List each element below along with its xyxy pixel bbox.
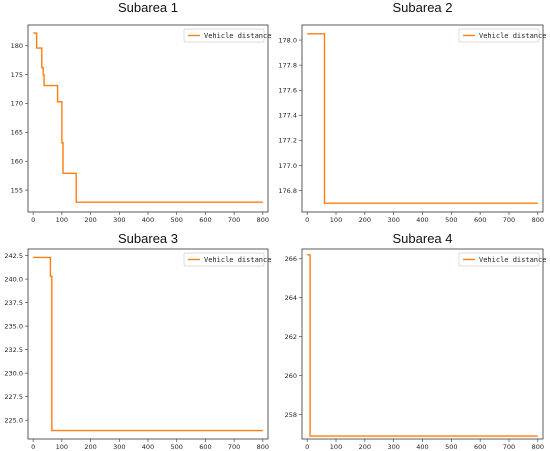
x-tick-label: 600 xyxy=(474,443,486,451)
tick-marks xyxy=(299,39,539,215)
y-tick-label: 264 xyxy=(285,294,297,302)
x-tick-label: 700 xyxy=(228,443,240,451)
legend: Vehicle distance xyxy=(183,28,271,43)
chart-title: Subarea 4 xyxy=(393,231,453,246)
x-tick-label: 800 xyxy=(532,216,544,224)
chart-title: Subarea 2 xyxy=(393,0,453,15)
chart-title: Subarea 3 xyxy=(118,231,178,246)
x-tick-label: 0 xyxy=(305,443,309,451)
series-line xyxy=(307,33,538,204)
y-tick-label: 235.0 xyxy=(4,322,23,330)
y-tick-label: 178.0 xyxy=(278,36,297,44)
y-tick-label: 177.0 xyxy=(278,162,297,170)
y-tick-label: 180 xyxy=(11,42,23,50)
series-line xyxy=(33,256,263,432)
x-tick-label: 700 xyxy=(503,443,515,451)
plot-frame xyxy=(27,24,269,213)
y-tick-label: 177.4 xyxy=(278,112,297,120)
series-line xyxy=(307,254,538,437)
y-tick-label: 260 xyxy=(285,372,297,380)
y-tick-label: 160 xyxy=(11,157,23,165)
legend-frame xyxy=(458,252,540,267)
x-tick-label: 800 xyxy=(257,443,269,451)
x-tick-label: 700 xyxy=(228,216,240,224)
plot-frame xyxy=(301,24,544,213)
tick-marks xyxy=(299,258,539,442)
y-tick-label: 225.0 xyxy=(4,416,23,424)
chart-title: Subarea 1 xyxy=(118,0,178,15)
chart-panel-1: Subarea 1 0 100 200 300 400 500 600 700 800 155 160… xyxy=(11,0,272,224)
chart-panel-4: Subarea 4 0 100 200 300 400 500 600 700 800 258 260… xyxy=(285,231,547,451)
chart-panel-2: Subarea 2 0 100 200 300 400 500 600 700 800 176.8 1… xyxy=(278,0,546,224)
x-tick-label: 100 xyxy=(56,443,68,451)
x-tick-label: 400 xyxy=(416,443,428,451)
x-tick-label: 400 xyxy=(416,216,428,224)
x-tick-label: 300 xyxy=(113,216,125,224)
y-tick-label: 177.2 xyxy=(278,137,297,145)
legend-label: Vehicle distance xyxy=(204,32,271,40)
legend: Vehicle distance xyxy=(183,252,271,267)
y-tick-label: 242.5 xyxy=(4,252,23,260)
x-tick-label: 0 xyxy=(305,216,309,224)
legend-frame xyxy=(183,252,265,267)
x-tick-label: 200 xyxy=(359,216,371,224)
x-tick-label: 100 xyxy=(330,216,342,224)
x-tick-label: 300 xyxy=(387,443,399,451)
x-tick-label: 0 xyxy=(31,216,35,224)
legend-frame xyxy=(183,28,265,43)
x-tick-label: 300 xyxy=(113,443,125,451)
y-tick-label: 170 xyxy=(11,100,23,108)
x-tick-label: 800 xyxy=(532,443,544,451)
legend-frame xyxy=(458,28,540,43)
tick-marks xyxy=(25,255,264,442)
x-tick-label: 600 xyxy=(199,216,211,224)
y-tick-label: 175 xyxy=(11,71,23,79)
tick-marks xyxy=(25,45,264,215)
y-tick-label: 258 xyxy=(285,411,297,419)
y-tick-label: 177.8 xyxy=(278,61,297,69)
y-tick-label: 237.5 xyxy=(4,299,23,307)
y-tick-label: 266 xyxy=(285,255,297,263)
x-tick-label: 800 xyxy=(257,216,269,224)
y-tick-label: 240.0 xyxy=(4,275,23,283)
y-tick-label: 177.6 xyxy=(278,86,297,94)
x-tick-label: 600 xyxy=(474,216,486,224)
x-tick-label: 700 xyxy=(503,216,515,224)
legend-label: Vehicle distance xyxy=(479,32,546,40)
plot-frame xyxy=(27,248,269,440)
series-line xyxy=(33,32,263,203)
legend-label: Vehicle distance xyxy=(479,256,546,264)
x-tick-label: 400 xyxy=(142,443,154,451)
x-tick-label: 200 xyxy=(359,443,371,451)
x-tick-label: 200 xyxy=(84,443,96,451)
y-tick-label: 230.0 xyxy=(4,369,23,377)
x-tick-label: 500 xyxy=(170,443,182,451)
y-tick-label: 176.8 xyxy=(278,187,297,195)
y-tick-label: 232.5 xyxy=(4,346,23,354)
y-tick-label: 227.5 xyxy=(4,393,23,401)
x-tick-label: 600 xyxy=(199,443,211,451)
plot-frame xyxy=(301,248,544,440)
chart-panel-3: Subarea 3 0 100 200 300 400 500 600 700 800 225.0 2… xyxy=(4,231,271,451)
legend: Vehicle distance xyxy=(458,28,546,43)
x-tick-label: 500 xyxy=(445,216,457,224)
legend: Vehicle distance xyxy=(458,252,546,267)
y-tick-label: 165 xyxy=(11,129,23,137)
y-tick-label: 155 xyxy=(11,186,23,194)
x-tick-label: 500 xyxy=(170,216,182,224)
x-tick-label: 200 xyxy=(84,216,96,224)
x-tick-label: 300 xyxy=(387,216,399,224)
x-tick-label: 0 xyxy=(31,443,35,451)
y-tick-label: 262 xyxy=(285,333,297,341)
x-tick-label: 400 xyxy=(142,216,154,224)
x-tick-label: 100 xyxy=(56,216,68,224)
legend-label: Vehicle distance xyxy=(204,256,271,264)
x-tick-label: 100 xyxy=(330,443,342,451)
x-tick-label: 500 xyxy=(445,443,457,451)
